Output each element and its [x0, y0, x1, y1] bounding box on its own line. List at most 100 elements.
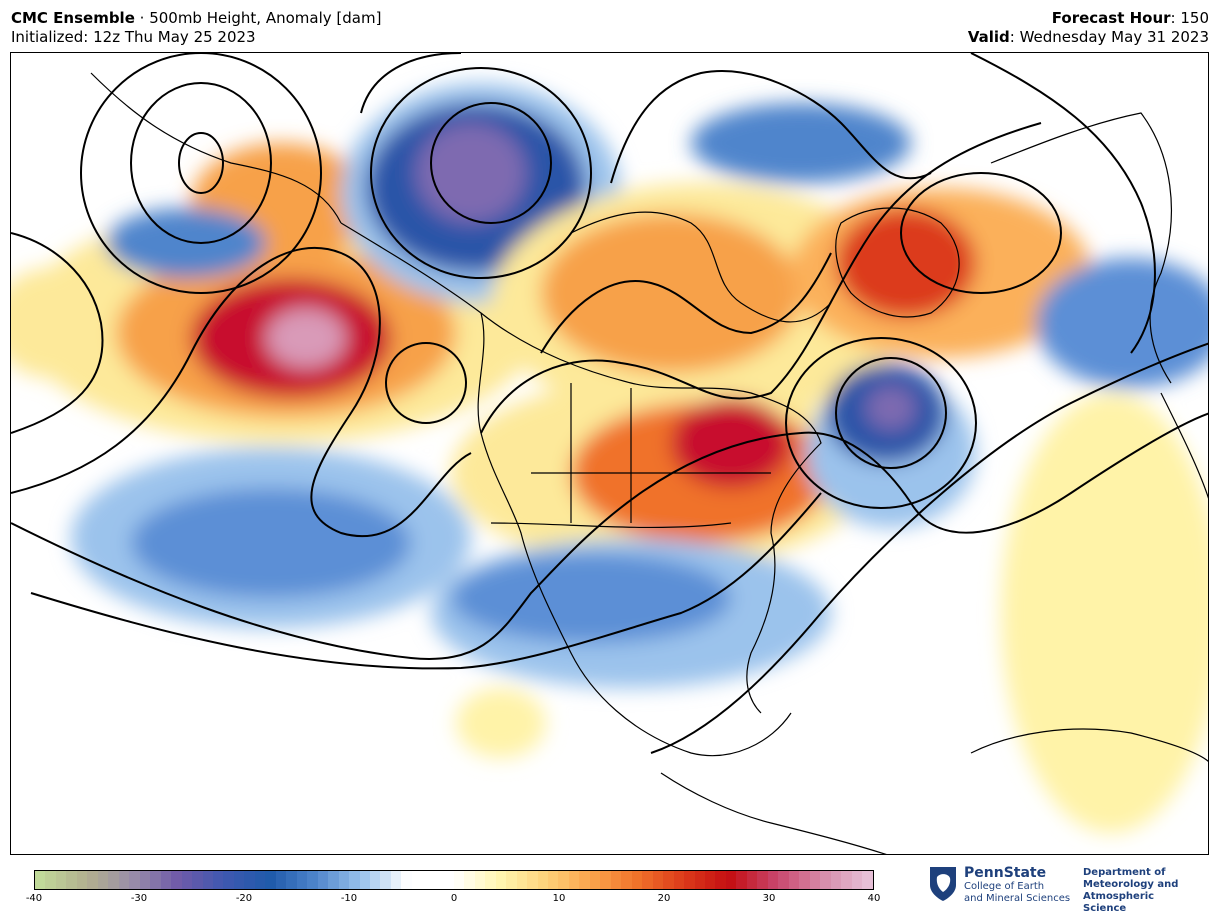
contour-atlantic-low-outer: [785, 337, 977, 509]
contour-bc-low: [385, 342, 467, 424]
colorbar-segment: [652, 871, 664, 889]
colorbar-segment: [788, 871, 800, 889]
colorbar-tick-label: 40: [867, 893, 881, 904]
colorbar-segment: [87, 871, 98, 889]
colorbar-segment: [579, 871, 590, 889]
psu-college: College of Earth and Mineral Sciences: [964, 881, 1070, 905]
colorbar-segment: [809, 871, 821, 889]
colorbar-segment: [746, 871, 758, 889]
map-panel: [10, 52, 1209, 855]
colorbar-segment: [129, 871, 140, 889]
colorbar-segment: [118, 871, 130, 889]
contour-arctic-low-inner: [430, 102, 552, 224]
coastlines: [90, 72, 1208, 854]
colorbar-segment: [799, 871, 810, 889]
colorbar-segment: [349, 871, 360, 889]
colorbar-tick-label: -30: [130, 893, 148, 904]
colorbar-segment: [851, 871, 863, 889]
colorbar-segment: [265, 871, 276, 889]
contour-outer-3: [11, 412, 1208, 660]
colorbar-segment: [568, 871, 580, 889]
colorbar-segment: [589, 871, 601, 889]
colorbar-tick-label: -20: [235, 893, 253, 904]
colorbar: [34, 870, 874, 890]
colorbar-segment: [631, 871, 643, 889]
contour-outer-5: [650, 342, 1208, 754]
college-line-1: College of Earth: [964, 881, 1045, 892]
psu-logo: PennState College of Earth and Mineral S…: [928, 865, 1198, 914]
forecast-hour-label: Forecast Hour: [1051, 9, 1171, 27]
positive-anomaly-alaska-west: [11, 268, 111, 378]
positive-anomaly-greenland-strong: [836, 208, 976, 318]
negative-anomaly-arctic-core: [416, 123, 526, 223]
valid-value: : Wednesday May 31 2023: [1009, 28, 1209, 46]
colorbar-segment: [474, 871, 486, 889]
negative-anomaly-southern-us-mid: [451, 553, 731, 643]
colorbar-segment: [673, 871, 685, 889]
colorbar-segment: [171, 871, 182, 889]
dept-line-3: Atmospheric Science: [1083, 891, 1155, 914]
contour-arctic-low-outer: [370, 67, 592, 279]
positive-anomaly-tropical-pacific: [456, 688, 546, 758]
dept-name: Department of Meteorology and Atmospheri…: [1083, 867, 1198, 915]
colorbar-segment: [97, 871, 109, 889]
colorbar-segment: [705, 871, 716, 889]
colorbar-segment: [694, 871, 705, 889]
product-name: 500mb Height, Anomaly [dam]: [149, 9, 382, 27]
colorbar-segment: [841, 871, 852, 889]
colorbar-segment: [725, 871, 737, 889]
colorbar-segment: [453, 871, 465, 889]
title-separator: ·: [134, 9, 150, 27]
colorbar-segment: [432, 871, 444, 889]
contour-outer-10: [540, 252, 832, 354]
colorbar-segment: [286, 871, 297, 889]
colorbar-tick-label: 0: [450, 893, 458, 904]
colorbar-segment: [684, 871, 695, 889]
colorbar-segment: [108, 871, 119, 889]
colorbar-segment: [715, 871, 726, 889]
contour-bering-low-outer: [80, 53, 322, 294]
colorbar-segment: [212, 871, 224, 889]
colorbar-segment: [642, 871, 653, 889]
colorbar-segment: [233, 871, 245, 889]
colorbar-segment: [55, 871, 67, 889]
dept-line-2: Meteorology and: [1083, 879, 1179, 890]
contour-outer-9: [360, 53, 462, 114]
colorbar-segment: [76, 871, 88, 889]
colorbar-segment: [621, 871, 632, 889]
colorbar-segment: [223, 871, 234, 889]
colorbar-segment: [527, 871, 538, 889]
colorbar-segment: [820, 871, 831, 889]
colorbar-segment: [610, 871, 622, 889]
positive-anomaly-pacific-core: [266, 308, 346, 368]
contour-outer-2: [11, 232, 104, 434]
colorbar-tick-label: -10: [340, 893, 358, 904]
colorbar-segment: [736, 871, 747, 889]
contour-outer-4: [30, 492, 822, 670]
colorbar-segment: [370, 871, 381, 889]
colorbar-segment: [328, 871, 339, 889]
colorbar-segment: [506, 871, 517, 889]
contour-outer-6: [480, 122, 1042, 434]
colorbar-segment: [254, 871, 266, 889]
contour-outer-8: [970, 53, 1156, 354]
colorbar-segment: [830, 871, 842, 889]
psu-name: PennState: [964, 865, 1047, 881]
colorbar-segment: [757, 871, 768, 889]
colorbar-segment: [307, 871, 318, 889]
colorbar-segment: [66, 871, 77, 889]
height-contours: [11, 53, 1208, 754]
dept-line-1: Department of: [1083, 867, 1166, 878]
colorbar-segment: [537, 871, 548, 889]
negative-anomaly-subtropical-pacific-mid: [131, 488, 411, 598]
colorbar-segment: [422, 871, 433, 889]
forecast-hour-value: : 150: [1170, 9, 1209, 27]
colorbar-segment: [45, 871, 56, 889]
model-name: CMC Ensemble: [11, 9, 135, 27]
colorbar-segment: [181, 871, 193, 889]
colorbar-segment: [600, 871, 611, 889]
colorbar-segment: [663, 871, 674, 889]
negative-anomaly-north-greenland: [691, 103, 911, 183]
colorbar-segment: [485, 871, 496, 889]
colorbar-segment: [244, 871, 255, 889]
